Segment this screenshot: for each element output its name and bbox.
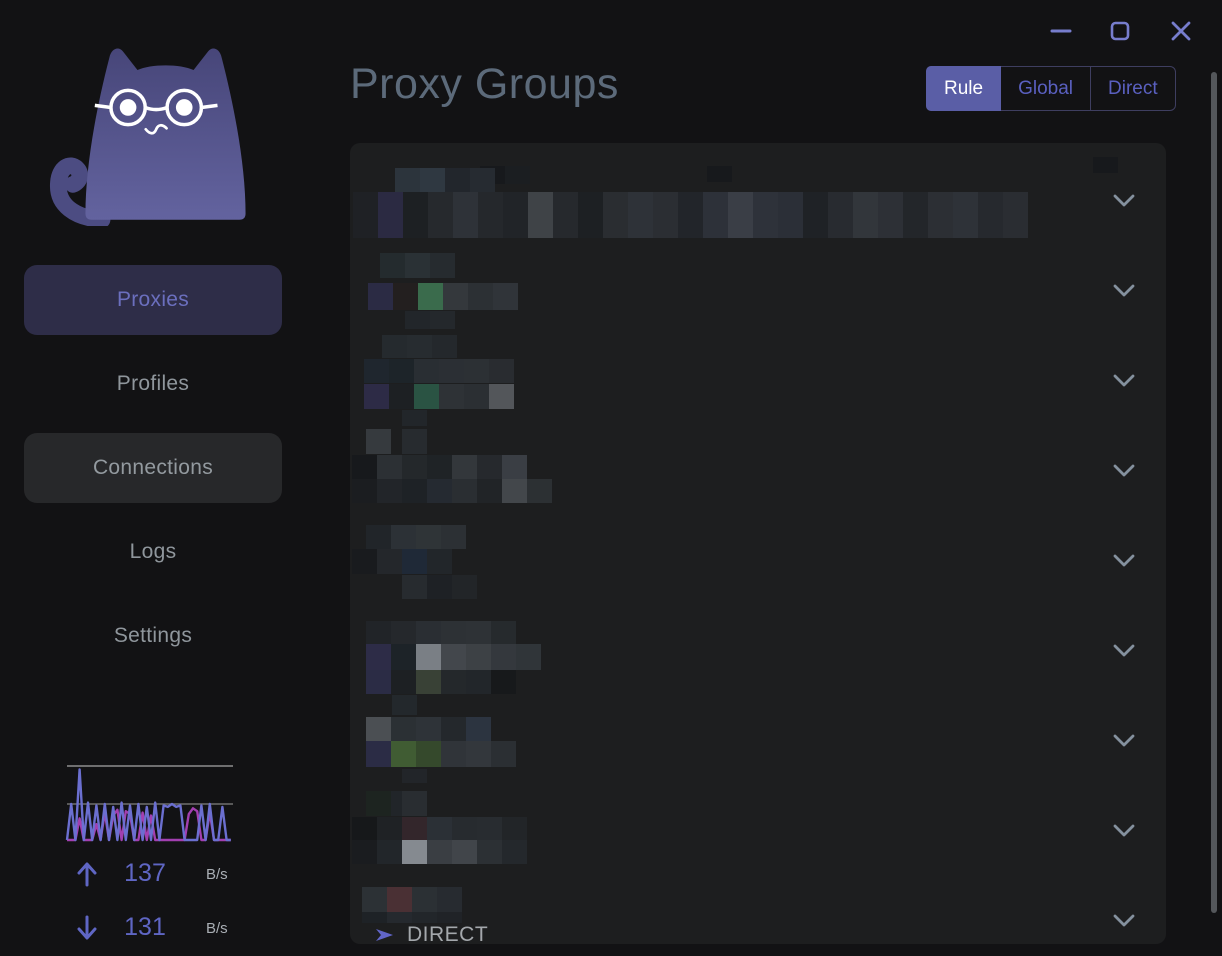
sidebar-item-label: Proxies — [116, 288, 190, 311]
cat-tail — [50, 157, 111, 226]
blurred-text-strip — [364, 384, 514, 409]
scrollbar-thumb[interactable] — [1211, 72, 1217, 913]
chevron-down-icon[interactable] — [1111, 193, 1137, 209]
chevron-down-icon[interactable] — [1111, 373, 1137, 389]
sidebar-item-settings[interactable]: Settings — [24, 601, 282, 671]
sidebar-item-profiles[interactable]: Profiles — [24, 349, 282, 419]
sidebar-item-proxies[interactable]: Proxies — [24, 265, 282, 335]
blurred-text-strip — [352, 479, 552, 503]
page-title: Proxy Groups — [350, 60, 619, 108]
chevron-down-icon[interactable] — [1111, 913, 1137, 929]
direct-label: DIRECT — [407, 923, 489, 944]
cat-eye-left — [119, 99, 137, 116]
cat-mouth — [144, 123, 168, 135]
upload-speed-value: 137 — [124, 859, 166, 887]
blurred-text-strip — [362, 912, 462, 923]
proxy-group-row[interactable] — [350, 421, 1166, 511]
proxy-group-row[interactable] — [350, 601, 1166, 694]
blurred-text-strip — [405, 311, 455, 329]
maximize-button[interactable] — [1102, 14, 1138, 46]
clash-cat-logo — [50, 48, 246, 226]
blurred-text-strip — [366, 621, 516, 644]
traffic-line-up — [65, 768, 231, 842]
chevron-down-icon[interactable] — [1111, 823, 1137, 839]
blurred-text-strip — [402, 791, 427, 816]
chevron-down-icon[interactable] — [1111, 283, 1137, 299]
blurred-text-strip — [368, 283, 518, 310]
blurred-text-strip — [353, 192, 1028, 238]
blurred-text-strip — [392, 695, 417, 715]
direct-arrow-icon — [376, 929, 393, 941]
blurred-text-strip — [1093, 157, 1118, 173]
download-stat-row: 131 B/s — [68, 912, 238, 944]
current-proxy-indicator: DIRECT — [375, 922, 488, 944]
blurred-text-strip — [366, 717, 491, 741]
proxy-group-row[interactable] — [350, 151, 1166, 241]
minimize-icon — [1050, 29, 1072, 33]
blurred-text-strip — [366, 525, 466, 549]
sidebar-item-connections[interactable]: Connections — [24, 433, 282, 503]
proxy-group-row[interactable] — [350, 781, 1166, 871]
blurred-text-strip — [707, 166, 732, 182]
arrow-down-icon — [77, 915, 97, 940]
blurred-text-strip — [402, 429, 427, 454]
mode-switch: Rule Global Direct — [926, 66, 1176, 111]
sidebar-item-label: Connections — [92, 456, 214, 479]
minimize-button[interactable] — [1043, 14, 1079, 46]
sidebar-item-label: Logs — [129, 540, 177, 563]
blurred-text-strip — [352, 840, 527, 864]
cat-glasses — [94, 88, 218, 127]
arrow-up-icon — [77, 862, 97, 887]
proxy-group-row[interactable] — [350, 691, 1166, 783]
proxy-group-list: DIRECT — [350, 143, 1166, 944]
sidebar-item-label: Profiles — [116, 372, 190, 395]
sidebar-item-logs[interactable]: Logs — [24, 517, 282, 587]
upload-stat-row: 137 B/s — [68, 858, 238, 890]
blurred-text-strip — [402, 410, 427, 426]
mode-button-direct[interactable]: Direct — [1090, 67, 1175, 110]
chevron-down-icon[interactable] — [1111, 733, 1137, 749]
cat-eye-right — [175, 99, 193, 116]
blurred-text-strip — [380, 253, 455, 278]
chevron-down-icon[interactable] — [1111, 463, 1137, 479]
proxy-group-row[interactable]: DIRECT — [350, 871, 1166, 944]
download-speed-value: 131 — [124, 913, 166, 941]
blurred-text-strip — [402, 769, 427, 783]
blurred-text-strip — [366, 644, 541, 670]
mode-button-global[interactable]: Global — [1018, 77, 1073, 99]
blurred-text-strip — [402, 575, 477, 599]
cat-body — [85, 48, 246, 220]
chevron-down-icon[interactable] — [1111, 643, 1137, 659]
proxy-group-row[interactable] — [350, 331, 1166, 426]
blurred-text-strip — [366, 741, 516, 767]
traffic-graph — [65, 765, 233, 842]
blurred-text-strip — [382, 335, 457, 358]
close-icon — [1171, 21, 1191, 41]
sidebar-item-label: Settings — [113, 624, 193, 647]
blurred-text-strip — [364, 359, 514, 383]
upload-speed-unit: B/s — [206, 866, 228, 883]
download-speed-unit: B/s — [206, 920, 228, 937]
blurred-text-strip — [352, 817, 527, 840]
blurred-text-strip — [366, 429, 391, 454]
blurred-text-strip — [366, 670, 516, 694]
close-button[interactable] — [1163, 14, 1199, 46]
blurred-text-strip — [352, 455, 527, 479]
blurred-text-strip — [362, 887, 462, 912]
blurred-text-strip — [395, 168, 495, 192]
blurred-text-strip — [352, 549, 452, 574]
chevron-down-icon[interactable] — [1111, 553, 1137, 569]
proxy-group-row[interactable] — [350, 241, 1166, 331]
mode-button-rule[interactable]: Rule — [926, 66, 1002, 111]
proxy-group-row[interactable] — [350, 511, 1166, 601]
maximize-icon — [1110, 21, 1130, 41]
